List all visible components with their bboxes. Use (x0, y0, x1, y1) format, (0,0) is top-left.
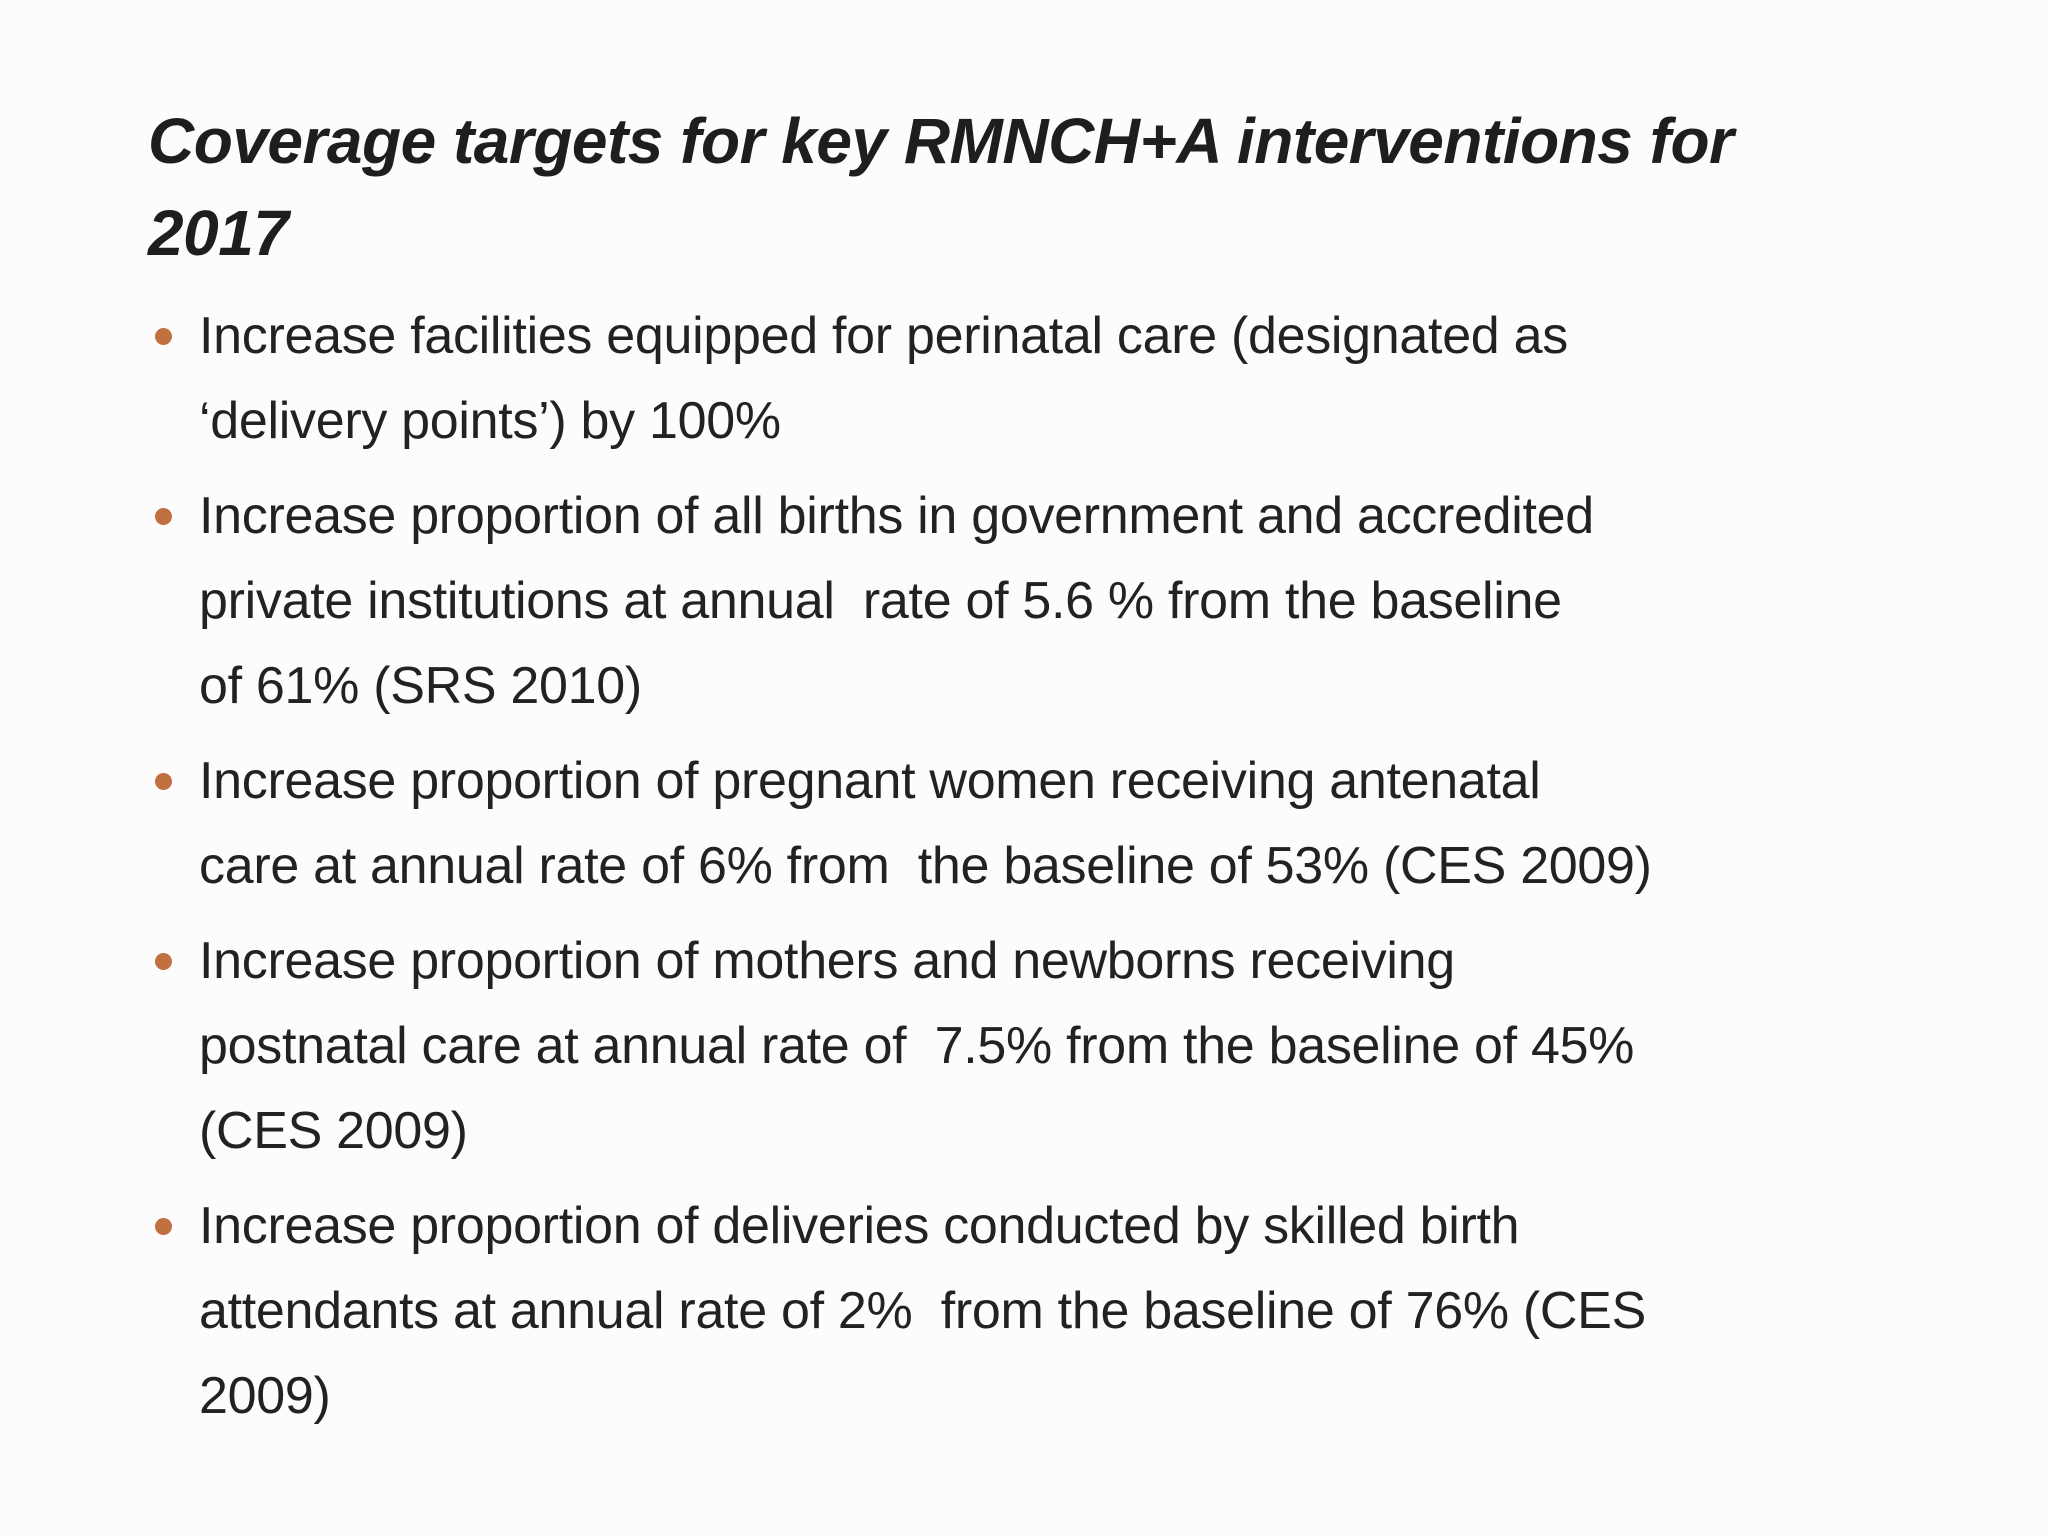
bullet-dot-icon (155, 773, 172, 790)
slide-title: Coverage targets for key RMNCH+A interve… (148, 95, 1734, 279)
bullet-text: Increase proportion of all births in gov… (199, 474, 2048, 729)
bullet-text: Increase proportion of mothers and newbo… (199, 919, 2048, 1174)
bullet-list: Increase facilities equipped for perinat… (0, 294, 2048, 1449)
bullet-dot-icon (155, 508, 172, 525)
bullet-item: Increase proportion of all births in gov… (0, 474, 2048, 729)
bullet-text: Increase facilities equipped for perinat… (199, 294, 2048, 464)
bullet-text-line: attendants at annual rate of 2% from the… (199, 1282, 1646, 1340)
bullet-item: Increase proportion of deliveries conduc… (0, 1184, 2048, 1439)
bullet-text-line: 2009) (199, 1367, 331, 1425)
bullet-text-line: of 61% (SRS 2010) (199, 657, 642, 715)
bullet-text: Increase proportion of deliveries conduc… (199, 1184, 2048, 1439)
bullet-item: Increase proportion of pregnant women re… (0, 739, 2048, 909)
bullet-text-line: Increase proportion of all births in gov… (199, 487, 1594, 545)
bullet-text-line: ‘delivery points’) by 100% (199, 392, 781, 450)
bullet-item: Increase facilities equipped for perinat… (0, 294, 2048, 464)
bullet-dot-icon (155, 328, 172, 345)
bullet-text-line: care at annual rate of 6% from the basel… (199, 837, 1652, 895)
bullet-text-line: (CES 2009) (199, 1102, 468, 1160)
bullet-dot-icon (155, 953, 172, 970)
bullet-text-line: postnatal care at annual rate of 7.5% fr… (199, 1017, 1635, 1075)
bullet-item: Increase proportion of mothers and newbo… (0, 919, 2048, 1174)
bullet-dot-icon (155, 1218, 172, 1235)
bullet-text-line: Increase facilities equipped for perinat… (199, 307, 1568, 365)
slide-title-line: Coverage targets for key RMNCH+A interve… (148, 105, 1734, 177)
slide-title-line: 2017 (148, 197, 289, 269)
bullet-text-line: Increase proportion of deliveries conduc… (199, 1197, 1520, 1255)
bullet-text-line: Increase proportion of pregnant women re… (199, 752, 1541, 810)
bullet-text: Increase proportion of pregnant women re… (199, 739, 2048, 909)
bullet-text-line: Increase proportion of mothers and newbo… (199, 932, 1455, 990)
bullet-text-line: private institutions at annual rate of 5… (199, 572, 1562, 630)
